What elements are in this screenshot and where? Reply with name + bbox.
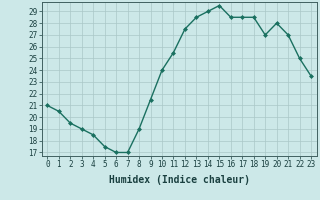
X-axis label: Humidex (Indice chaleur): Humidex (Indice chaleur) — [109, 175, 250, 185]
